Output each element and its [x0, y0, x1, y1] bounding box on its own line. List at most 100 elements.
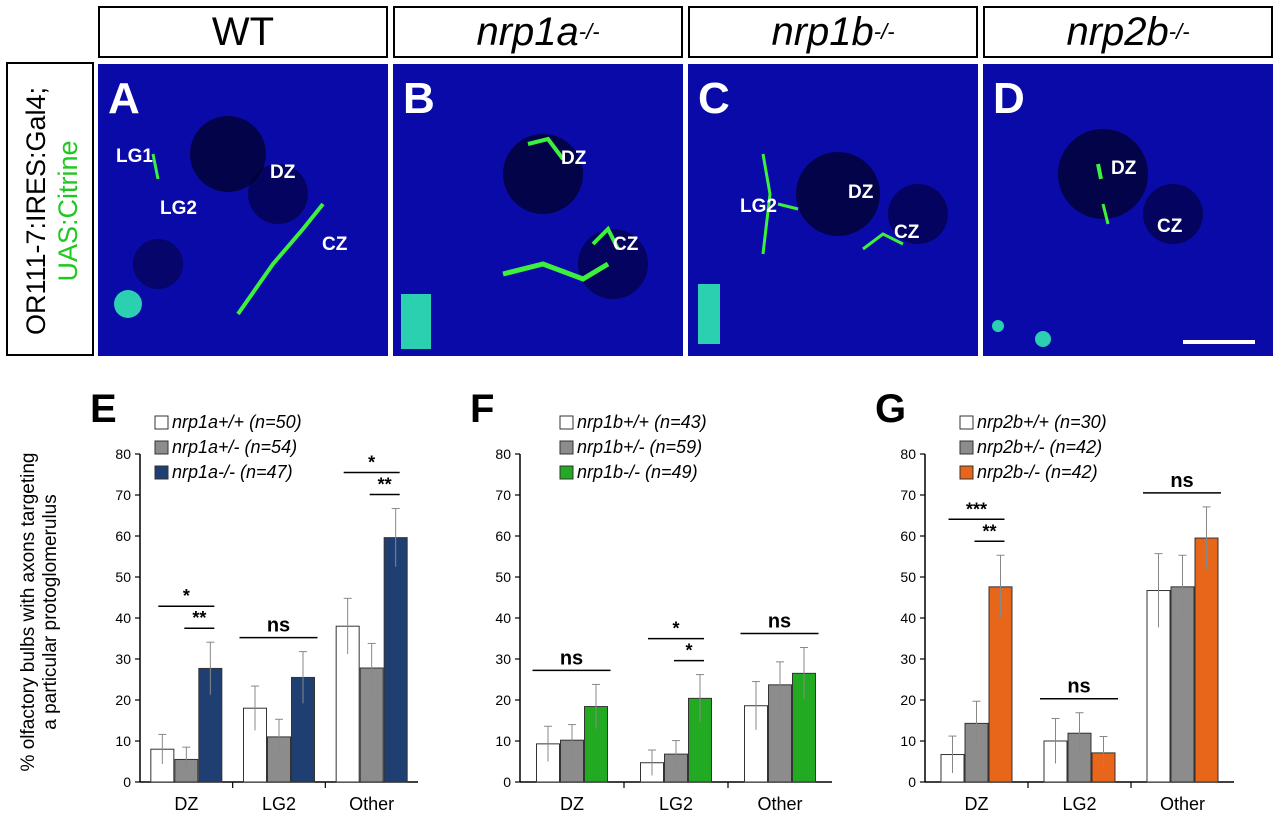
y-tick-label-f: 40 [495, 610, 511, 626]
y-tick-label-f: 80 [495, 446, 511, 462]
y-tick-label-g: 0 [908, 774, 916, 790]
micrograph-b-texture [401, 134, 648, 349]
x-tick-label-g: DZ [965, 794, 989, 814]
y-tick-label-g: 50 [900, 569, 916, 585]
micrograph-panel-b: B DZ CZ [393, 64, 683, 356]
micrograph-d-texture [992, 129, 1203, 347]
y-tick-label-e: 60 [115, 528, 131, 544]
zone-label-cz: CZ [613, 234, 639, 255]
legend-swatch-e [154, 415, 169, 430]
y-tick-label-e: 0 [123, 774, 131, 790]
y-tick-label-e: 50 [115, 569, 131, 585]
y-tick-label-g: 70 [900, 487, 916, 503]
chart-panel-letter-g: G [875, 387, 906, 431]
panel-letter-c: C [698, 74, 730, 123]
y-tick-label-e: 40 [115, 610, 131, 626]
panel-letter-d: D [993, 74, 1025, 123]
y-tick-label-g: 60 [900, 528, 916, 544]
legend-label-e: nrp1a-/- (n=47) [172, 462, 293, 482]
significance-label-e: ** [192, 608, 206, 628]
micrograph-a-texture [114, 116, 325, 318]
y-tick-label-g: 80 [900, 446, 916, 462]
legend-label-g: nrp2b+/- (n=42) [977, 437, 1102, 457]
legend-swatch-f [559, 440, 574, 455]
zone-label-cz: CZ [322, 234, 348, 255]
micrograph-panel-d: D DZ CZ [983, 64, 1273, 356]
y-tick-label-g: 40 [900, 610, 916, 626]
y-tick-label-e: 10 [115, 733, 131, 749]
header-nrp1b-label: nrp1b [771, 9, 874, 54]
legend-swatch-e [154, 440, 169, 455]
x-tick-label-e: LG2 [262, 794, 296, 814]
y-tick-label-e: 70 [115, 487, 131, 503]
chart-panel-letter-f: F [470, 387, 494, 431]
x-tick-label-f: LG2 [659, 794, 693, 814]
legend-label-f: nrp1b-/- (n=49) [577, 462, 698, 482]
bar-g [1194, 537, 1219, 783]
header-nrp2b-label: nrp2b [1066, 9, 1169, 54]
bar-e [383, 537, 408, 783]
header-nrp1a: nrp1a -/- [393, 6, 683, 58]
significance-label-e: * [368, 453, 375, 473]
x-tick-label-g: Other [1160, 794, 1205, 814]
significance-label-f: ns [768, 611, 791, 633]
legend-label-f: nrp1b+/+ (n=43) [577, 412, 707, 432]
micrograph-panel-a: A LG1 LG2 DZ CZ [98, 64, 388, 356]
zone-label-cz: CZ [1157, 216, 1183, 237]
y-tick-label-f: 50 [495, 569, 511, 585]
zone-label-cz: CZ [894, 222, 920, 243]
x-tick-label-f: Other [757, 794, 802, 814]
micrograph-c-texture [698, 152, 948, 344]
header-wt-label: WT [211, 9, 275, 54]
significance-label-f: ns [560, 647, 583, 669]
zone-label-dz: DZ [270, 162, 296, 183]
legend-swatch-g [959, 465, 974, 480]
significance-label-f: * [672, 619, 679, 639]
y-tick-label-g: 20 [900, 692, 916, 708]
y-tick-label-f: 60 [495, 528, 511, 544]
y-tick-label-g: 30 [900, 651, 916, 667]
legend-swatch-f [559, 415, 574, 430]
zone-label-dz: DZ [561, 148, 587, 169]
y-tick-label-e: 80 [115, 446, 131, 462]
panel-letter-a: A [108, 74, 140, 123]
significance-label-g: *** [966, 499, 987, 519]
legend-swatch-g [959, 415, 974, 430]
y-tick-label-g: 10 [900, 733, 916, 749]
legend-label-g: nrp2b+/+ (n=30) [977, 412, 1107, 432]
zone-label-dz: DZ [1111, 158, 1137, 179]
zone-label-dz: DZ [848, 182, 874, 203]
legend-label-g: nrp2b-/- (n=42) [977, 462, 1098, 482]
x-tick-label-g: LG2 [1062, 794, 1096, 814]
y-tick-label-f: 30 [495, 651, 511, 667]
legend-swatch-g [959, 440, 974, 455]
zone-label-lg1: LG1 [116, 146, 153, 167]
zone-label-lg2: LG2 [160, 198, 197, 219]
x-tick-label-e: Other [349, 794, 394, 814]
zone-label-lg2: LG2 [740, 196, 777, 217]
legend-label-e: nrp1a+/+ (n=50) [172, 412, 302, 432]
side-label-box: OR111-7:IRES:Gal4; UAS:Citrine [6, 62, 94, 356]
micrograph-panel-c: C LG2 DZ CZ [688, 64, 978, 356]
significance-label-e: * [183, 586, 190, 606]
significance-label-f: * [685, 641, 692, 661]
significance-label-g: ns [1170, 470, 1193, 492]
chart-panel-letter-e: E [90, 387, 117, 431]
x-tick-label-e: DZ [174, 794, 198, 814]
significance-label-e: ns [267, 615, 290, 637]
panel-letter-b: B [403, 74, 435, 123]
legend-swatch-e [154, 465, 169, 480]
header-wt: WT [98, 6, 388, 58]
x-tick-label-f: DZ [560, 794, 584, 814]
legend-label-e: nrp1a+/- (n=54) [172, 437, 297, 457]
y-tick-label-f: 20 [495, 692, 511, 708]
legend-swatch-f [559, 465, 574, 480]
significance-label-e: ** [378, 475, 392, 495]
significance-label-g: ** [982, 521, 996, 541]
header-nrp1a-label: nrp1a [476, 9, 579, 54]
legend-label-f: nrp1b+/- (n=59) [577, 437, 702, 457]
y-tick-label-f: 0 [503, 774, 511, 790]
significance-label-g: ns [1067, 676, 1090, 698]
y-tick-label-f: 70 [495, 487, 511, 503]
